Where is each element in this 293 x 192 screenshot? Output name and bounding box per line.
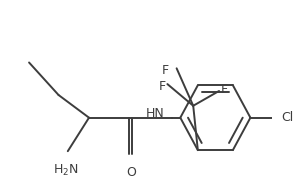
Text: F: F (159, 79, 166, 93)
Text: F: F (162, 64, 169, 77)
Text: HN: HN (146, 107, 165, 120)
Text: H$_2$N: H$_2$N (53, 163, 79, 178)
Text: Cl: Cl (281, 111, 293, 124)
Text: O: O (127, 166, 136, 179)
Text: F: F (221, 83, 228, 95)
